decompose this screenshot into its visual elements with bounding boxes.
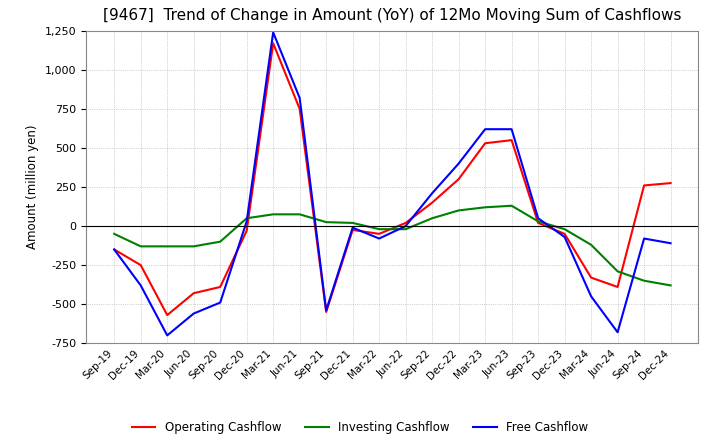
Free Cashflow xyxy=(666,241,675,246)
Line: Free Cashflow: Free Cashflow xyxy=(114,33,670,335)
Operating Cashflow xyxy=(401,220,410,226)
Free Cashflow xyxy=(640,236,649,241)
Investing Cashflow xyxy=(136,244,145,249)
Operating Cashflow xyxy=(428,200,436,205)
Legend: Operating Cashflow, Investing Cashflow, Free Cashflow: Operating Cashflow, Investing Cashflow, … xyxy=(127,416,593,439)
Investing Cashflow xyxy=(534,219,542,224)
Free Cashflow xyxy=(163,333,171,338)
Operating Cashflow xyxy=(216,284,225,290)
Free Cashflow xyxy=(348,225,357,230)
Investing Cashflow xyxy=(508,203,516,209)
Free Cashflow xyxy=(110,247,119,252)
Operating Cashflow xyxy=(348,227,357,233)
Title: [9467]  Trend of Change in Amount (YoY) of 12Mo Moving Sum of Cashflows: [9467] Trend of Change in Amount (YoY) o… xyxy=(103,7,682,23)
Investing Cashflow xyxy=(269,212,277,217)
Line: Operating Cashflow: Operating Cashflow xyxy=(114,43,670,315)
Free Cashflow xyxy=(454,161,463,166)
Free Cashflow xyxy=(560,235,569,240)
Investing Cashflow xyxy=(348,220,357,226)
Operating Cashflow xyxy=(375,231,384,236)
Free Cashflow xyxy=(428,191,436,196)
Investing Cashflow xyxy=(375,227,384,232)
Operating Cashflow xyxy=(666,180,675,186)
Operating Cashflow xyxy=(613,284,622,290)
Free Cashflow xyxy=(136,283,145,288)
Free Cashflow xyxy=(534,216,542,221)
Operating Cashflow xyxy=(163,312,171,318)
Operating Cashflow xyxy=(534,220,542,226)
Free Cashflow xyxy=(243,219,251,224)
Investing Cashflow xyxy=(163,244,171,249)
Investing Cashflow xyxy=(587,242,595,247)
Investing Cashflow xyxy=(640,278,649,283)
Investing Cashflow xyxy=(666,283,675,288)
Y-axis label: Amount (million yen): Amount (million yen) xyxy=(27,125,40,249)
Operating Cashflow xyxy=(587,275,595,280)
Operating Cashflow xyxy=(269,40,277,46)
Investing Cashflow xyxy=(189,244,198,249)
Investing Cashflow xyxy=(481,205,490,210)
Free Cashflow xyxy=(481,127,490,132)
Free Cashflow xyxy=(401,224,410,229)
Operating Cashflow xyxy=(136,262,145,268)
Investing Cashflow xyxy=(295,212,304,217)
Investing Cashflow xyxy=(322,220,330,225)
Investing Cashflow xyxy=(216,239,225,244)
Investing Cashflow xyxy=(243,216,251,221)
Free Cashflow xyxy=(375,236,384,241)
Free Cashflow xyxy=(322,308,330,313)
Free Cashflow xyxy=(189,311,198,316)
Free Cashflow xyxy=(269,30,277,35)
Free Cashflow xyxy=(587,294,595,299)
Operating Cashflow xyxy=(640,183,649,188)
Line: Investing Cashflow: Investing Cashflow xyxy=(114,206,670,286)
Operating Cashflow xyxy=(560,231,569,236)
Operating Cashflow xyxy=(110,247,119,252)
Investing Cashflow xyxy=(560,227,569,232)
Investing Cashflow xyxy=(401,227,410,232)
Operating Cashflow xyxy=(189,290,198,296)
Operating Cashflow xyxy=(322,309,330,315)
Operating Cashflow xyxy=(295,106,304,111)
Free Cashflow xyxy=(508,127,516,132)
Operating Cashflow xyxy=(481,141,490,146)
Investing Cashflow xyxy=(613,269,622,274)
Operating Cashflow xyxy=(508,137,516,143)
Operating Cashflow xyxy=(454,176,463,182)
Operating Cashflow xyxy=(243,228,251,233)
Free Cashflow xyxy=(295,95,304,101)
Investing Cashflow xyxy=(428,216,436,221)
Investing Cashflow xyxy=(110,231,119,236)
Free Cashflow xyxy=(613,330,622,335)
Free Cashflow xyxy=(216,300,225,305)
Investing Cashflow xyxy=(454,208,463,213)
